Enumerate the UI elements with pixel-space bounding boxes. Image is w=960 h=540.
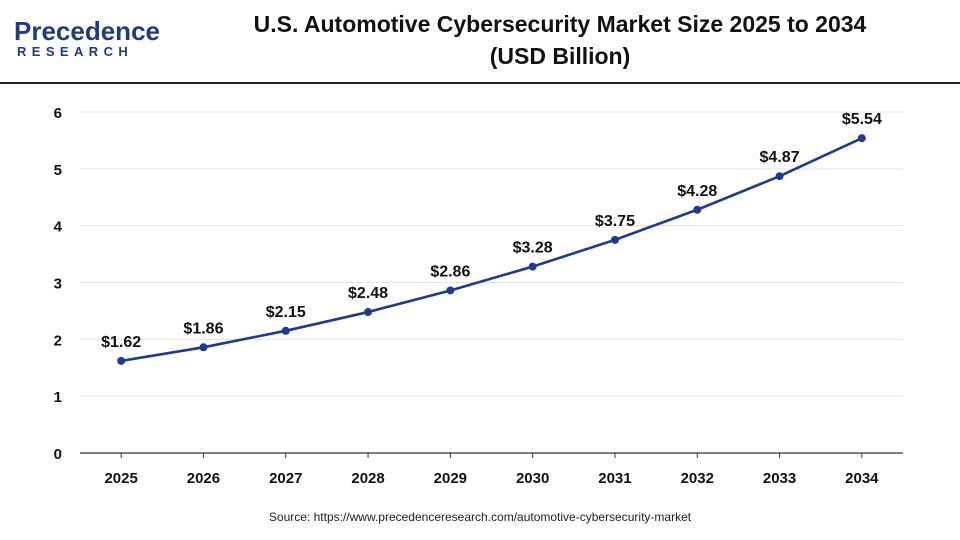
x-tick-label-2030: 2030 [516, 470, 549, 487]
x-tick-label-2027: 2027 [269, 470, 302, 487]
data-point-2033 [775, 172, 784, 181]
chart-title-line-2: (USD Billion) [489, 43, 631, 69]
data-label-2026: $1.86 [183, 320, 223, 337]
x-tick-label-2031: 2031 [598, 470, 631, 487]
source-note: Source: https://www.precedenceresearch.c… [268, 510, 692, 524]
y-tick-label-0: 0 [54, 446, 62, 463]
data-label-2025: $1.62 [101, 334, 141, 351]
data-label-2034: $5.54 [842, 111, 882, 128]
y-tick-label-4: 4 [54, 219, 63, 236]
data-point-2030 [528, 262, 537, 271]
data-point-2032 [693, 205, 702, 214]
data-point-2034 [857, 134, 866, 143]
data-label-2028: $2.48 [348, 285, 388, 302]
logo-subtext: RESEARCH [17, 44, 134, 59]
brand-logo: Precedence RESEARCH [14, 16, 164, 66]
data-point-2029 [446, 286, 455, 295]
data-label-2027: $2.15 [266, 304, 306, 321]
data-point-2025 [117, 356, 126, 365]
chart-title-line-1: U.S. Automotive Cybersecurity Market Siz… [253, 11, 867, 37]
x-tick-label-2033: 2033 [763, 470, 796, 487]
x-tick-label-2028: 2028 [351, 470, 384, 487]
data-label-2030: $3.28 [513, 240, 553, 257]
data-point-2026 [199, 343, 208, 352]
x-tick-label-2034: 2034 [845, 470, 879, 487]
y-tick-label-1: 1 [54, 389, 62, 406]
chart-title: U.S. Automotive Cybersecurity Market Siz… [190, 8, 930, 72]
y-tick-label-2: 2 [54, 332, 62, 349]
x-tick-label-2026: 2026 [187, 470, 220, 487]
data-label-2029: $2.86 [430, 263, 470, 280]
x-tick-label-2029: 2029 [434, 470, 467, 487]
y-tick-label-3: 3 [54, 276, 62, 293]
data-point-2027 [281, 326, 290, 335]
data-label-2031: $3.75 [595, 213, 635, 230]
y-tick-label-6: 6 [54, 105, 62, 122]
data-label-2032: $4.28 [677, 183, 717, 200]
y-tick-label-5: 5 [54, 162, 62, 179]
header: Precedence RESEARCH U.S. Automotive Cybe… [0, 0, 960, 84]
logo-wordmark: Precedence [14, 16, 160, 46]
series-line [119, 136, 864, 363]
data-point-2031 [610, 235, 619, 244]
data-label-2033: $4.87 [760, 149, 800, 166]
x-tick-label-2025: 2025 [104, 470, 137, 487]
x-tick-label-2032: 2032 [681, 470, 714, 487]
data-point-2028 [364, 308, 373, 317]
